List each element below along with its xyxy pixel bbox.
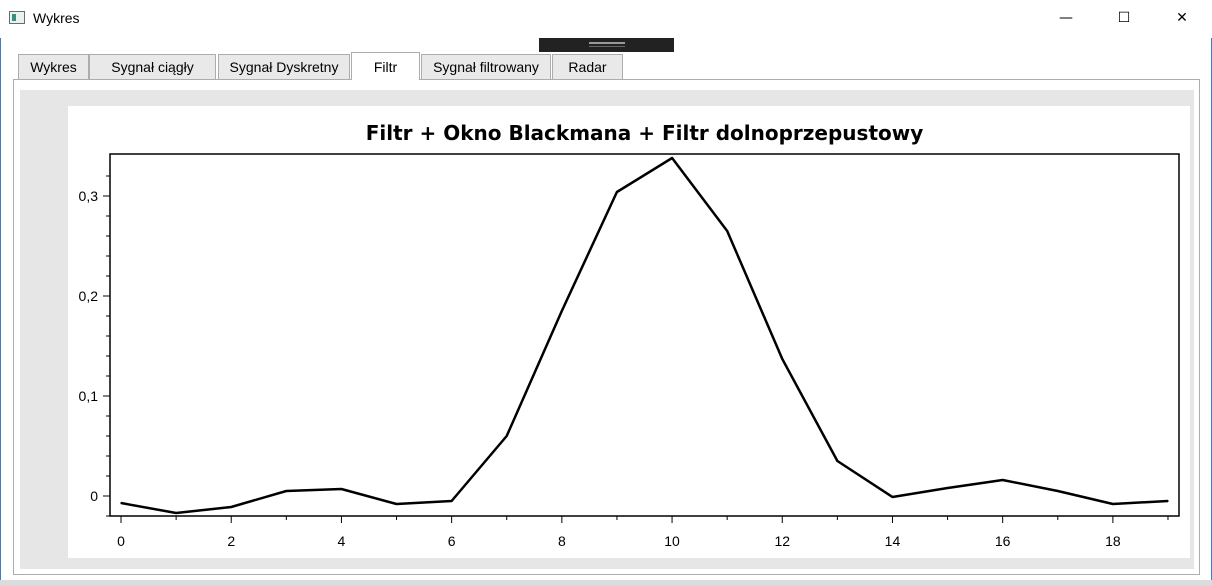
data-point (561, 310, 563, 312)
data-point (616, 191, 618, 193)
x-tick-label: 8 (558, 533, 566, 549)
series-line-filtr (120, 156, 1169, 515)
bottom-edge (0, 580, 1212, 586)
data-point (285, 490, 288, 492)
data-point (175, 512, 177, 514)
data-point (450, 500, 453, 502)
data-point (671, 157, 673, 159)
title-bar[interactable]: Wykres — ☐ ✕ (0, 0, 1212, 38)
tab-sygnal-dyskretny[interactable]: Sygnał Dyskretny (218, 54, 350, 79)
chart-title: Filtr + Okno Blackmana + Filtr dolnoprze… (366, 121, 924, 145)
x-tick-label: 18 (1105, 533, 1121, 549)
data-point (1167, 500, 1169, 502)
x-tick-label: 0 (117, 533, 125, 549)
chart-canvas (68, 106, 1190, 558)
data-point (781, 358, 784, 360)
data-point (891, 496, 894, 498)
x-tick-label: 16 (995, 533, 1011, 549)
maximize-button[interactable]: ☐ (1101, 0, 1147, 36)
tab-sygnal-ciagly[interactable]: Sygnał ciągły (89, 54, 216, 79)
tab-radar[interactable]: Radar (552, 54, 623, 79)
data-point (1056, 490, 1059, 492)
grip-handle[interactable] (539, 38, 674, 52)
tab-filtr[interactable]: Filtr (351, 52, 420, 80)
close-button[interactable]: ✕ (1159, 0, 1205, 36)
data-point (726, 230, 728, 232)
y-tick-label: 0 (90, 488, 98, 504)
data-point (836, 460, 839, 462)
y-tick-label: 0,1 (79, 388, 99, 404)
x-tick-label: 14 (885, 533, 901, 549)
data-point (1112, 503, 1114, 505)
data-point (505, 435, 508, 437)
data-point (395, 503, 398, 505)
plot-frame (109, 153, 1180, 517)
minimize-button[interactable]: — (1043, 0, 1089, 36)
x-tick-label: 6 (448, 533, 456, 549)
data-point (120, 502, 122, 504)
minimize-icon: — (1059, 10, 1073, 26)
data-point (230, 506, 233, 508)
x-tick-label: 2 (227, 533, 235, 549)
data-point (946, 487, 949, 489)
x-tick-label: 12 (774, 533, 790, 549)
app-icon (9, 11, 25, 24)
close-icon: ✕ (1176, 10, 1188, 26)
tab-wykres[interactable]: Wykres (18, 54, 89, 79)
window-title: Wykres (33, 10, 80, 26)
x-tick-label: 10 (664, 533, 680, 549)
maximize-icon: ☐ (1117, 10, 1131, 26)
y-tick-label: 0,3 (79, 188, 99, 204)
x-tick-label: 4 (338, 533, 346, 549)
tab-sygnal-filtrowany[interactable]: Sygnał filtrowany (421, 54, 551, 79)
data-point (340, 488, 343, 490)
data-point (1001, 479, 1004, 481)
y-tick-label: 0,2 (79, 288, 99, 304)
